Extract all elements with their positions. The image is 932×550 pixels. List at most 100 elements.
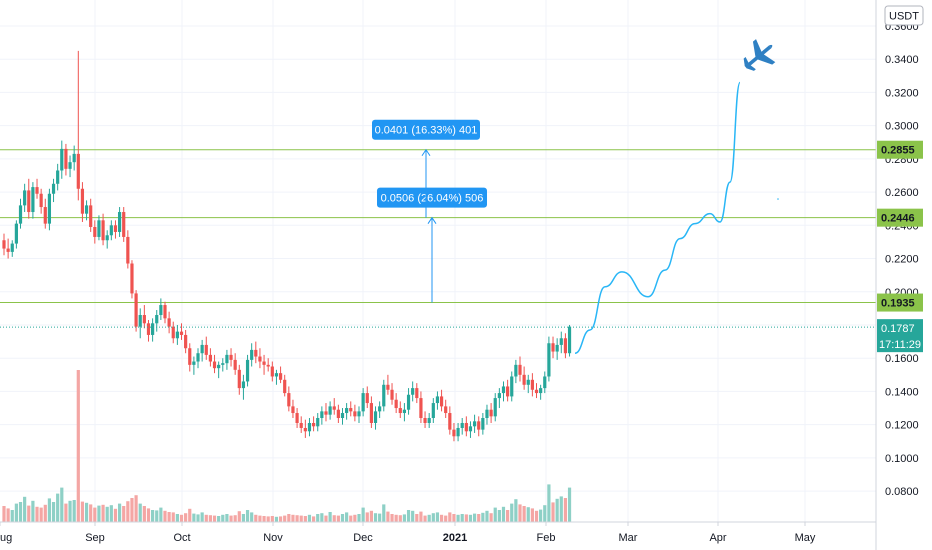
volume-bar xyxy=(543,505,547,522)
candle-body xyxy=(60,148,64,171)
price-tick-label: 0.3400 xyxy=(885,54,919,66)
volume-bar xyxy=(423,515,427,522)
volume-bar xyxy=(328,512,332,522)
volume-bar xyxy=(51,502,56,522)
candle-body xyxy=(295,413,299,423)
measurement-label: 0.0506 (26.04%) 506 xyxy=(381,193,484,205)
forecast-path-line[interactable] xyxy=(574,81,741,354)
volume-bar xyxy=(159,507,163,522)
time-axis[interactable]: ug Sep Oct Nov Dec 2021 Feb Mar Apr May xyxy=(0,522,816,544)
volume-bar xyxy=(485,510,489,522)
candle-body xyxy=(89,205,93,227)
candle-body xyxy=(435,396,440,404)
candle-body xyxy=(423,418,427,423)
volume-bar xyxy=(14,503,18,522)
volume-bar xyxy=(295,515,299,522)
volume-bar xyxy=(353,514,357,522)
candle-body xyxy=(349,408,353,412)
volume-bar xyxy=(402,514,407,522)
candle-body xyxy=(23,190,27,206)
candle-body xyxy=(97,220,101,237)
candle-body xyxy=(109,225,113,236)
volume-bar xyxy=(316,514,320,522)
candle-body xyxy=(489,409,493,417)
volume-bar xyxy=(76,370,80,522)
volume-bar xyxy=(212,515,217,522)
volume-bar xyxy=(510,503,514,522)
volume-bar xyxy=(250,512,254,522)
candle-body xyxy=(320,411,324,419)
volume-bar xyxy=(378,513,382,522)
volume-bar xyxy=(229,515,233,522)
volume-bar xyxy=(27,505,31,522)
volume-bar xyxy=(266,516,270,522)
candle-body xyxy=(382,384,386,407)
volume-bar xyxy=(357,514,361,522)
volume-bar xyxy=(287,514,291,522)
candle-body xyxy=(485,409,489,419)
candle-body xyxy=(43,207,47,224)
horizontal-levels[interactable] xyxy=(0,149,876,304)
candle-body xyxy=(196,353,200,362)
volume-bar xyxy=(101,504,105,522)
candle-body xyxy=(340,413,345,419)
candle-body xyxy=(357,411,361,417)
candle-body xyxy=(130,263,134,294)
volume-bar xyxy=(68,500,72,522)
candle-body xyxy=(18,205,23,224)
volume-bar xyxy=(444,515,448,522)
price-tick-label: 0.1600 xyxy=(885,353,919,365)
candle-body xyxy=(547,343,551,377)
candle-body xyxy=(126,236,130,264)
currency-label[interactable]: USDT xyxy=(884,5,924,26)
candle-body xyxy=(460,422,464,428)
volume-bar xyxy=(468,514,473,522)
level-price-badge xyxy=(877,293,923,312)
volume-bar xyxy=(411,510,415,522)
volume-bar xyxy=(151,510,155,522)
price-tick-label: 0.2200 xyxy=(885,254,919,266)
volume-bar xyxy=(563,498,568,522)
candle-body xyxy=(427,418,431,423)
candle-body xyxy=(328,406,332,415)
price-tick-label: 0.1200 xyxy=(885,420,919,432)
candle-body xyxy=(444,406,448,414)
time-tick-label: Dec xyxy=(353,532,373,544)
candle-body xyxy=(179,331,184,335)
candle-body xyxy=(406,394,411,410)
volume-bar xyxy=(56,493,60,522)
candle-body xyxy=(113,225,118,232)
candle-body xyxy=(225,354,229,364)
candle-body xyxy=(303,427,307,432)
candle-body xyxy=(233,359,237,370)
airplane-icon xyxy=(743,39,776,71)
volume-bar xyxy=(35,506,39,522)
price-axis[interactable]: 0.36000.34000.32000.30000.28000.26000.24… xyxy=(885,21,919,498)
candle-body xyxy=(245,359,250,382)
candle-body xyxy=(117,212,122,232)
candle-body xyxy=(241,381,246,389)
volume-bar xyxy=(386,511,390,522)
volume-bar xyxy=(84,502,89,522)
candle-body xyxy=(336,409,340,419)
volume-bar xyxy=(514,499,518,522)
time-tick-label: ug xyxy=(0,532,12,544)
candle-body xyxy=(237,369,241,389)
candle-body xyxy=(64,148,68,169)
volume-bar xyxy=(142,506,146,522)
candle-body xyxy=(299,422,303,428)
volume-bar xyxy=(534,510,539,522)
price-tick-label: 0.0800 xyxy=(885,486,919,498)
forecast-drawing[interactable] xyxy=(574,34,782,354)
candle-body xyxy=(439,396,444,407)
candle-body xyxy=(543,376,547,389)
volume-bar xyxy=(233,515,237,522)
volume-bar xyxy=(427,514,431,522)
level-price-text: 0.1935 xyxy=(881,298,915,310)
price-tick-label: 0.1000 xyxy=(885,453,919,465)
candle-body xyxy=(80,188,85,214)
volume-bar xyxy=(336,515,340,522)
volume-bar xyxy=(394,514,398,522)
price-range-measurements[interactable]: 0.0506 (26.04%) 506 0.0401 (16.33%) 401 xyxy=(372,119,487,303)
